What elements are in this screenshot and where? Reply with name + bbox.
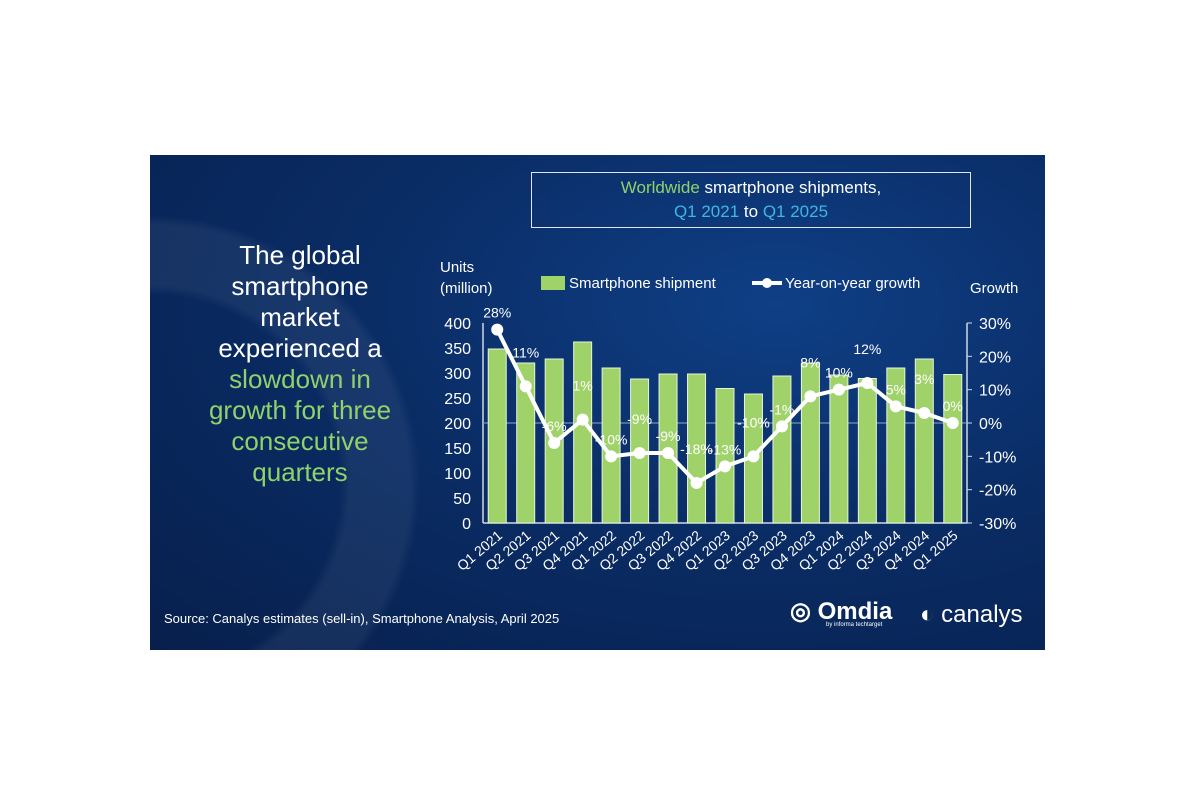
shipment-bar bbox=[800, 362, 820, 524]
y2-tick-label: -10% bbox=[979, 449, 1016, 466]
shipment-bar bbox=[943, 374, 963, 524]
growth-data-label: 28% bbox=[483, 305, 511, 321]
growth-point bbox=[889, 400, 902, 413]
growth-data-label: 12% bbox=[853, 341, 881, 357]
legend-bar-label: Smartphone shipment bbox=[569, 275, 717, 292]
growth-point bbox=[548, 437, 561, 449]
growth-point bbox=[519, 380, 532, 393]
shipment-bar bbox=[914, 358, 934, 524]
canalys-name: canalys bbox=[941, 601, 1023, 628]
y-tick-label: 400 bbox=[444, 316, 471, 333]
y-tick-label: 300 bbox=[444, 366, 471, 383]
y2-tick-label: 20% bbox=[979, 349, 1011, 366]
title-start: Q1 2021 bbox=[673, 202, 740, 221]
growth-point bbox=[576, 413, 589, 426]
shipment-bar bbox=[487, 348, 507, 524]
shipment-bar bbox=[772, 375, 792, 524]
y-label-million: (million) bbox=[440, 280, 493, 297]
title-to: to bbox=[739, 202, 763, 221]
title-text: smartphone shipments, bbox=[699, 178, 882, 197]
growth-point bbox=[832, 383, 845, 396]
growth-data-label: 10% bbox=[825, 365, 853, 381]
omdia-logo: ◎ Omdia by informa techtarget bbox=[790, 597, 892, 628]
shipment-bar bbox=[715, 388, 735, 524]
y-tick-label: 100 bbox=[444, 466, 471, 483]
headline-green: slowdown in growth for three consecutive… bbox=[208, 364, 392, 487]
y2-tick-label: -20% bbox=[979, 483, 1016, 500]
y2-tick-label: 0% bbox=[979, 416, 1002, 433]
growth-point bbox=[491, 323, 504, 336]
growth-point bbox=[662, 447, 675, 459]
growth-data-label: 0% bbox=[943, 398, 963, 414]
omdia-name: Omdia bbox=[817, 598, 893, 625]
growth-data-label: -13% bbox=[709, 441, 742, 457]
y2-tick-label: 10% bbox=[979, 383, 1011, 400]
shipment-bar bbox=[829, 374, 849, 524]
growth-data-label: 11% bbox=[512, 344, 539, 360]
chart-title: Worldwide smartphone shipments, Q1 2021 … bbox=[531, 172, 971, 228]
shipment-bar bbox=[857, 378, 877, 524]
growth-data-label: -10% bbox=[737, 414, 770, 430]
canalys-logo: ◐ canalys bbox=[920, 601, 1023, 629]
growth-point bbox=[775, 420, 788, 433]
y2-label: Growth bbox=[970, 280, 1018, 297]
growth-data-label: -18% bbox=[680, 441, 713, 457]
legend-line-label: Year-on-year growth bbox=[785, 275, 920, 292]
growth-point bbox=[719, 460, 731, 473]
growth-data-label: -9% bbox=[627, 411, 652, 427]
growth-data-label: 3% bbox=[914, 371, 934, 387]
y-tick-label: 150 bbox=[444, 441, 471, 458]
growth-point bbox=[605, 450, 618, 463]
growth-data-label: 5% bbox=[886, 381, 906, 397]
growth-data-label: -10% bbox=[595, 431, 628, 447]
omdia-icon: ◎ bbox=[790, 598, 811, 625]
omdia-sub: by informa techtarget bbox=[826, 622, 883, 628]
headline-white: The global smartphone market experienced… bbox=[218, 240, 382, 363]
growth-point bbox=[747, 450, 760, 463]
growth-data-label: 8% bbox=[800, 354, 820, 370]
growth-data-label: -1% bbox=[769, 401, 794, 417]
growth-data-label: -6% bbox=[542, 418, 567, 434]
y-tick-label: 200 bbox=[444, 416, 471, 433]
y2-tick-label: 30% bbox=[979, 316, 1011, 333]
legend-line-marker bbox=[762, 278, 772, 288]
y-tick-label: 250 bbox=[444, 391, 471, 408]
growth-data-label: 1% bbox=[573, 378, 593, 394]
growth-point bbox=[633, 447, 646, 459]
legend-bar-swatch bbox=[541, 276, 565, 290]
y-tick-label: 0 bbox=[462, 516, 471, 533]
growth-point bbox=[918, 407, 931, 419]
y-tick-label: 350 bbox=[444, 341, 471, 358]
title-worldwide: Worldwide bbox=[620, 178, 700, 197]
growth-point bbox=[861, 377, 874, 389]
growth-point bbox=[804, 390, 817, 403]
source-note: Source: Canalys estimates (sell-in), Sma… bbox=[164, 611, 560, 626]
y-label-units: Units bbox=[440, 259, 474, 276]
shipment-bar bbox=[573, 341, 593, 524]
y2-tick-label: -30% bbox=[979, 516, 1016, 533]
growth-point bbox=[690, 477, 703, 489]
headline: The global smartphone market experienced… bbox=[190, 240, 410, 488]
title-end: Q1 2025 bbox=[762, 202, 829, 221]
y-tick-label: 50 bbox=[453, 491, 471, 508]
shipment-bar bbox=[516, 362, 536, 524]
canalys-icon: ◐ bbox=[920, 601, 935, 628]
growth-data-label: -9% bbox=[656, 428, 681, 444]
growth-point bbox=[946, 417, 959, 429]
